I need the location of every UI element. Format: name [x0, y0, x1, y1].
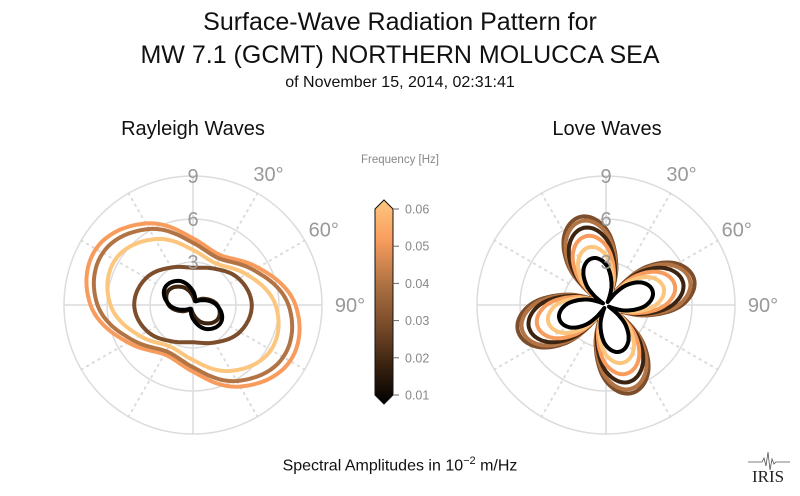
title-line-3: of November 15, 2014, 02:31:41	[285, 74, 515, 91]
r-tick-label: 9	[187, 166, 198, 188]
series-line-0.03	[132, 264, 254, 346]
series-line-0.01	[161, 278, 225, 332]
colorbar-tick-label: 0.06	[405, 203, 429, 217]
angle-label: 60°	[722, 220, 752, 242]
series-line-0.01	[557, 256, 655, 354]
angle-label: 90°	[748, 295, 778, 317]
iris-logo-text: IRIS	[752, 467, 784, 486]
angle-label: 90°	[335, 295, 365, 317]
x-label-exponent: −2	[463, 455, 476, 467]
ring-grid-3	[149, 261, 237, 349]
colorbar	[374, 199, 394, 405]
radial-grid-line	[493, 239, 570, 285]
rayleigh-polar-plot: 3 6 9 30° 60° 90°	[63, 164, 365, 435]
radial-grid-line	[642, 325, 719, 371]
ring-grid-9	[63, 175, 323, 435]
series-line-0.04	[91, 226, 295, 384]
colorbar-label: Frequency [Hz]	[361, 154, 439, 166]
radial-grid-line	[213, 341, 259, 418]
angle-label: 30°	[253, 164, 283, 186]
r-tick-label: 3	[600, 252, 611, 274]
seismogram-icon	[748, 451, 790, 471]
x-label-suffix: m/Hz	[475, 457, 518, 475]
r-tick-label: 6	[187, 209, 198, 231]
x-label-prefix: Spectral Amplitudes in 10	[282, 457, 464, 475]
colorbar-tick-label: 0.04	[405, 277, 429, 291]
love-polar-plot: 3 6 9 30° 60° 90°	[476, 164, 778, 435]
colorbar-tick-label: 0.03	[405, 314, 429, 328]
r-tick-label: 9	[600, 166, 611, 188]
radial-grid-line	[626, 341, 672, 418]
x-axis-label: Spectral Amplitudes in 10−2 m/Hz	[0, 455, 800, 475]
ring-grid-6	[106, 218, 280, 392]
colorbar-tick-label: 0.01	[405, 389, 429, 403]
title-line-1: Surface-Wave Radiation Pattern for	[203, 8, 597, 36]
radial-grid-line	[540, 192, 586, 269]
series-line-0.06	[105, 236, 281, 374]
angle-label: 30°	[666, 164, 696, 186]
radial-grid-line	[127, 192, 173, 269]
radial-grid-line	[626, 192, 672, 269]
radial-grid-line	[229, 325, 306, 371]
radial-grid-line	[540, 341, 586, 418]
radial-grid-line	[493, 325, 570, 371]
ring-grid-6	[519, 218, 693, 392]
colorbar-tick-label: 0.05	[405, 240, 429, 254]
title-line-2: MW 7.1 (GCMT) NORTHERN MOLUCCA SEA	[140, 41, 660, 69]
series-line-0.05	[84, 221, 302, 389]
r-tick-label: 6	[600, 209, 611, 231]
colorbar-tick-label: 0.02	[405, 351, 429, 365]
love-plot-title: Love Waves	[552, 118, 662, 140]
radial-grid-line	[80, 325, 157, 371]
rayleigh-plot-title: Rayleigh Waves	[121, 118, 265, 140]
angle-label: 60°	[309, 220, 339, 242]
ring-grid-9	[476, 175, 736, 435]
iris-logo: IRIS	[748, 451, 790, 486]
r-tick-label: 3	[187, 252, 198, 274]
radial-grid-line	[642, 239, 719, 285]
radial-grid-line	[229, 239, 306, 285]
radial-grid-line	[80, 239, 157, 285]
